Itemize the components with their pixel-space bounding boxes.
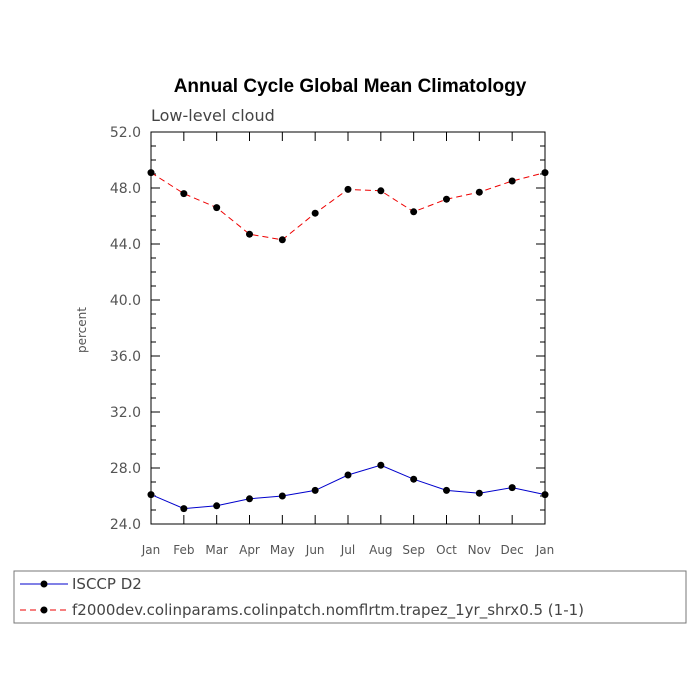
x-tick-label: Mar: [205, 543, 228, 557]
y-tick-label: 52.0: [110, 125, 141, 141]
chart-subtitle: Low-level cloud: [151, 106, 275, 125]
series-0-point: [246, 495, 253, 503]
series-0-point: [541, 491, 549, 499]
axis-ticks: 24.0 28.0 32.0 36.0 40.0 44.0 48.0 52.0 Jan Feb Ma…: [110, 125, 554, 557]
series-0-point: [475, 489, 483, 497]
legend-marker-model: [40, 606, 48, 614]
x-tick-label: Dec: [501, 543, 524, 557]
x-tick-label: Jul: [340, 543, 355, 557]
y-tick-label: 40.0: [110, 293, 141, 309]
series-1-point: [311, 209, 319, 217]
legend: ISCCP D2 f2000dev.colinparams.colinpatch…: [13, 570, 687, 624]
legend-box: [13, 570, 687, 624]
series-0-point: [311, 486, 319, 494]
series-0-point: [213, 502, 221, 510]
series-1-point: [213, 204, 221, 212]
x-tick-label: Nov: [468, 543, 491, 557]
x-tick-label: Oct: [436, 543, 457, 557]
series-1-point: [541, 169, 549, 177]
y-tick-label: 32.0: [110, 405, 141, 421]
series-1-point: [410, 208, 418, 216]
y-tick-label: 48.0: [110, 181, 141, 197]
series-0-point: [180, 505, 188, 513]
series-0-point: [278, 492, 286, 500]
series-0-point: [508, 484, 516, 492]
series-0-point: [443, 486, 450, 494]
x-tick-label: Jun: [305, 543, 325, 557]
y-tick-label: 28.0: [110, 461, 141, 477]
series-0-point: [410, 475, 418, 483]
series-0-point: [344, 471, 352, 479]
x-tick-label: Jan: [141, 543, 161, 557]
series-0-point: [147, 491, 155, 499]
chart-title: Annual Cycle Global Mean Climatology: [174, 76, 527, 97]
series-0-point: [377, 461, 385, 469]
legend-label-model: f2000dev.colinparams.colinpatch.nomflrtm…: [72, 601, 584, 620]
legend-marker-isccp: [40, 580, 48, 588]
y-axis-label: percent: [75, 307, 89, 353]
x-tick-label: Sep: [402, 543, 425, 557]
series-1-point: [180, 190, 188, 198]
series-group: [147, 169, 549, 513]
series-1-point: [344, 185, 352, 193]
series-1-point: [475, 188, 483, 196]
series-1-point: [377, 187, 385, 195]
y-tick-label: 44.0: [110, 237, 141, 253]
y-tick-label: 36.0: [110, 349, 141, 365]
series-1-point: [246, 230, 253, 238]
x-tick-label: Jan: [535, 543, 555, 557]
x-tick-label: Aug: [369, 543, 392, 557]
series-1-point: [508, 177, 516, 185]
x-tick-label: Apr: [239, 543, 260, 557]
series-1-point: [147, 169, 155, 177]
y-tick-label: 24.0: [110, 517, 141, 533]
series-1-point: [443, 195, 450, 203]
legend-label-isccp: ISCCP D2: [72, 575, 142, 593]
series-1-point: [278, 236, 286, 244]
x-tick-label: Feb: [173, 543, 194, 557]
x-tick-label: May: [270, 543, 295, 557]
series-line-1: [150, 172, 546, 241]
